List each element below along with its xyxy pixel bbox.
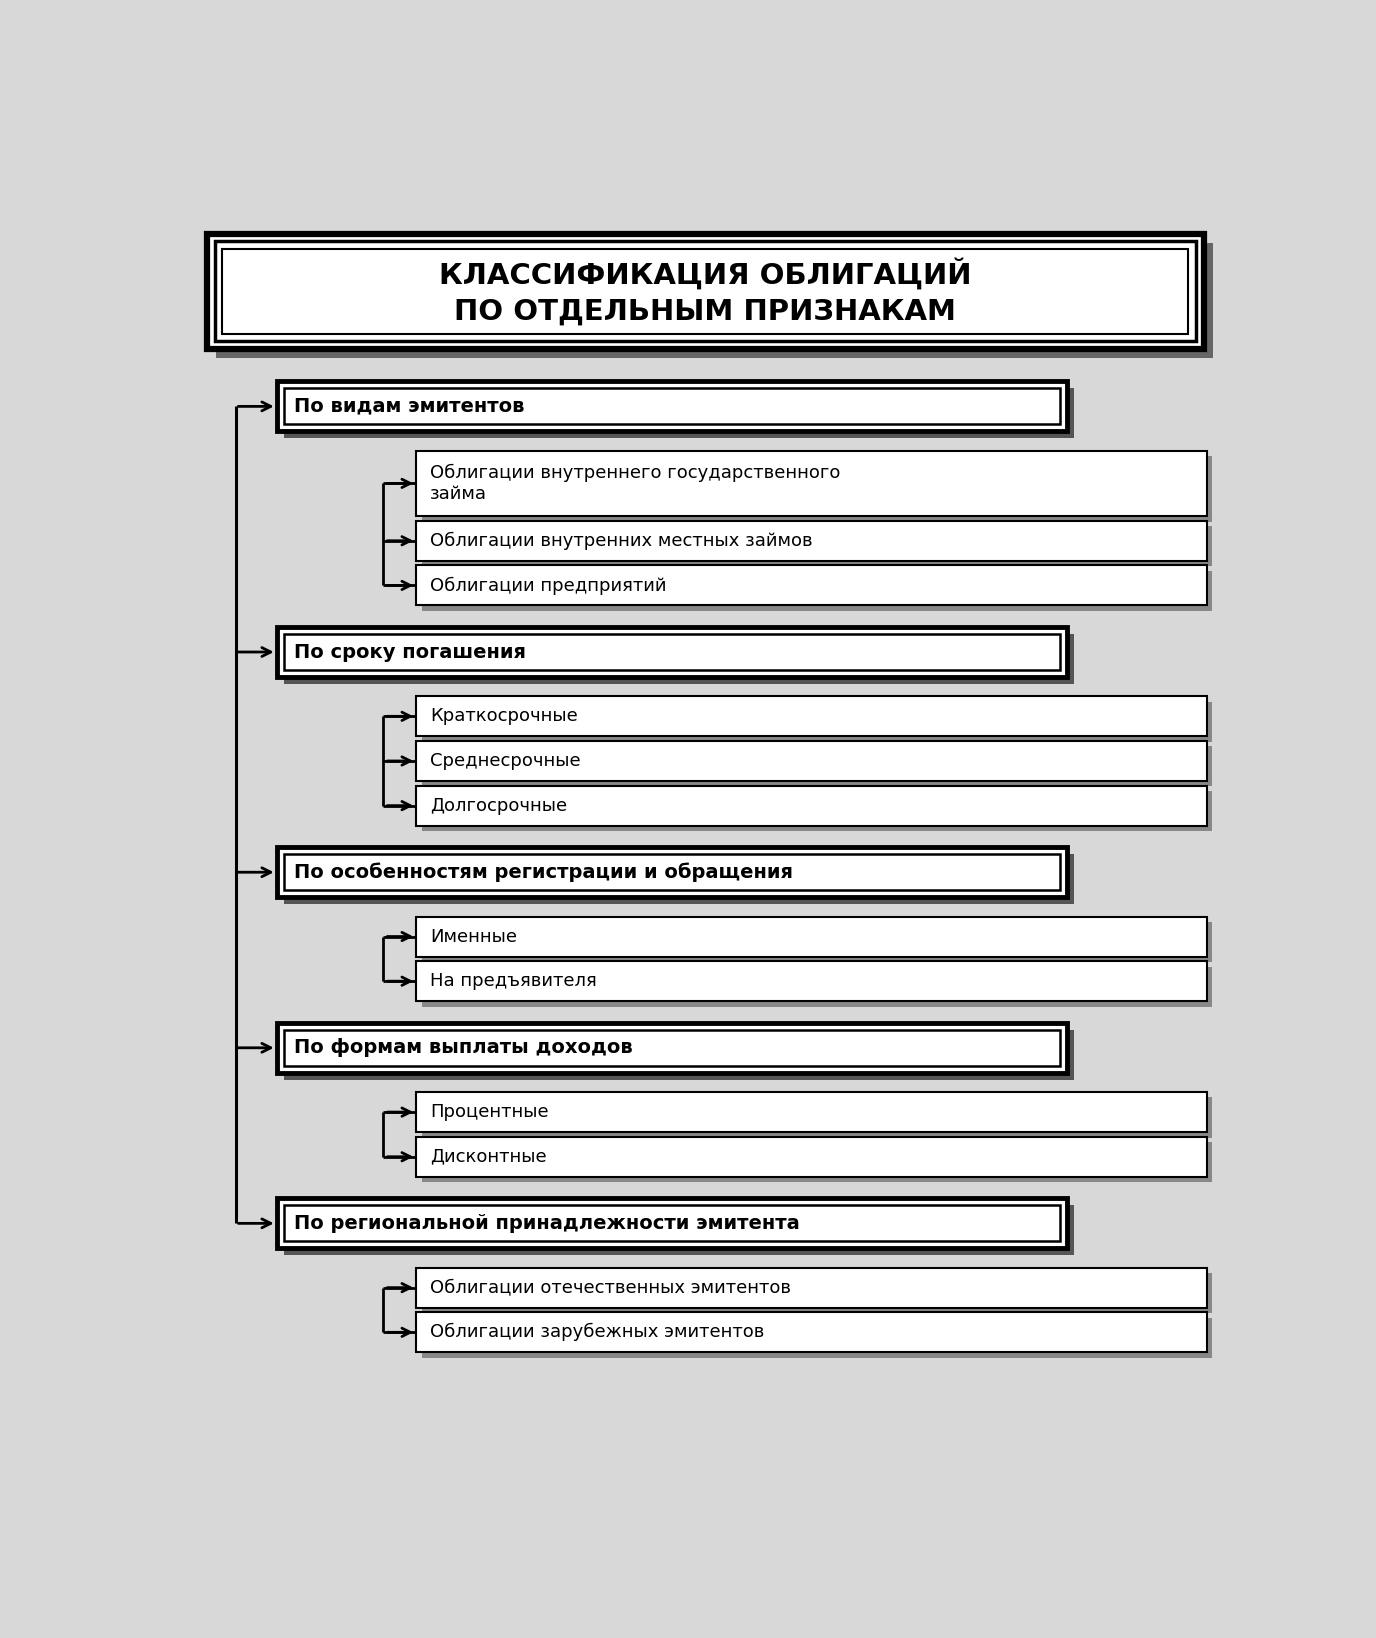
Bar [283, 1206, 1075, 1255]
Bar [283, 634, 1075, 685]
Bar [421, 1317, 1212, 1358]
Bar [283, 1206, 1060, 1242]
Bar [416, 565, 1207, 606]
Text: По сроку погашения: По сроку погашения [293, 642, 526, 662]
Bar [416, 1137, 1207, 1176]
Text: Облигации отечественных эмитентов: Облигации отечественных эмитентов [431, 1279, 791, 1297]
Bar [421, 922, 1212, 962]
Text: Именные: Именные [431, 927, 517, 945]
Text: Дисконтные: Дисконтные [431, 1148, 546, 1166]
Text: Краткосрочные: Краткосрочные [431, 708, 578, 726]
Bar [216, 242, 1212, 359]
Text: Облигации предприятий: Облигации предприятий [431, 577, 666, 595]
Bar [223, 249, 1187, 334]
Bar [416, 450, 1207, 516]
Bar [416, 1312, 1207, 1353]
Bar [283, 634, 1060, 670]
Text: Облигации внутреннего государственного
займа: Облигации внутреннего государственного з… [431, 464, 841, 503]
Bar [416, 1093, 1207, 1132]
Bar [416, 1268, 1207, 1307]
Bar [416, 917, 1207, 957]
Text: КЛАССИФИКАЦИЯ ОБЛИГАЦИЙ
ПО ОТДЕЛЬНЫМ ПРИЗНАКАМ: КЛАССИФИКАЦИЯ ОБЛИГАЦИЙ ПО ОТДЕЛЬНЫМ ПРИ… [439, 257, 971, 324]
Bar [283, 388, 1060, 424]
Bar [277, 382, 1068, 431]
Text: По видам эмитентов: По видам эмитентов [293, 396, 524, 416]
Bar [283, 388, 1075, 439]
Bar [277, 1022, 1068, 1073]
Bar [421, 455, 1212, 521]
Text: На предъявителя: На предъявителя [431, 973, 597, 991]
Bar [283, 853, 1060, 891]
Text: По региональной принадлежности эмитента: По региональной принадлежности эмитента [293, 1214, 799, 1233]
Text: По формам выплаты доходов: По формам выплаты доходов [293, 1038, 633, 1057]
Bar [416, 786, 1207, 826]
Bar [421, 570, 1212, 611]
Text: По особенностям регистрации и обращения: По особенностям регистрации и обращения [293, 863, 793, 881]
Bar [215, 241, 1196, 341]
Bar [277, 1199, 1068, 1248]
Bar [421, 966, 1212, 1007]
Bar [283, 1030, 1060, 1066]
Bar [206, 234, 1204, 349]
Bar [416, 740, 1207, 781]
Bar [283, 1030, 1075, 1079]
Bar [421, 526, 1212, 567]
Bar [421, 701, 1212, 742]
Bar [421, 747, 1212, 786]
Bar [421, 1142, 1212, 1183]
Bar [416, 962, 1207, 1001]
Text: Облигации зарубежных эмитентов: Облигации зарубежных эмитентов [431, 1324, 765, 1342]
Text: Процентные: Процентные [431, 1102, 549, 1120]
Bar [277, 847, 1068, 898]
Bar [416, 521, 1207, 560]
Text: Облигации внутренних местных займов: Облигации внутренних местных займов [431, 532, 813, 550]
Bar [283, 853, 1075, 904]
Bar [421, 1097, 1212, 1137]
Bar [416, 696, 1207, 737]
Bar [421, 1273, 1212, 1314]
Bar [421, 791, 1212, 830]
Text: Долгосрочные: Долгосрочные [431, 796, 567, 814]
Bar [277, 627, 1068, 676]
Text: Среднесрочные: Среднесрочные [431, 752, 581, 770]
